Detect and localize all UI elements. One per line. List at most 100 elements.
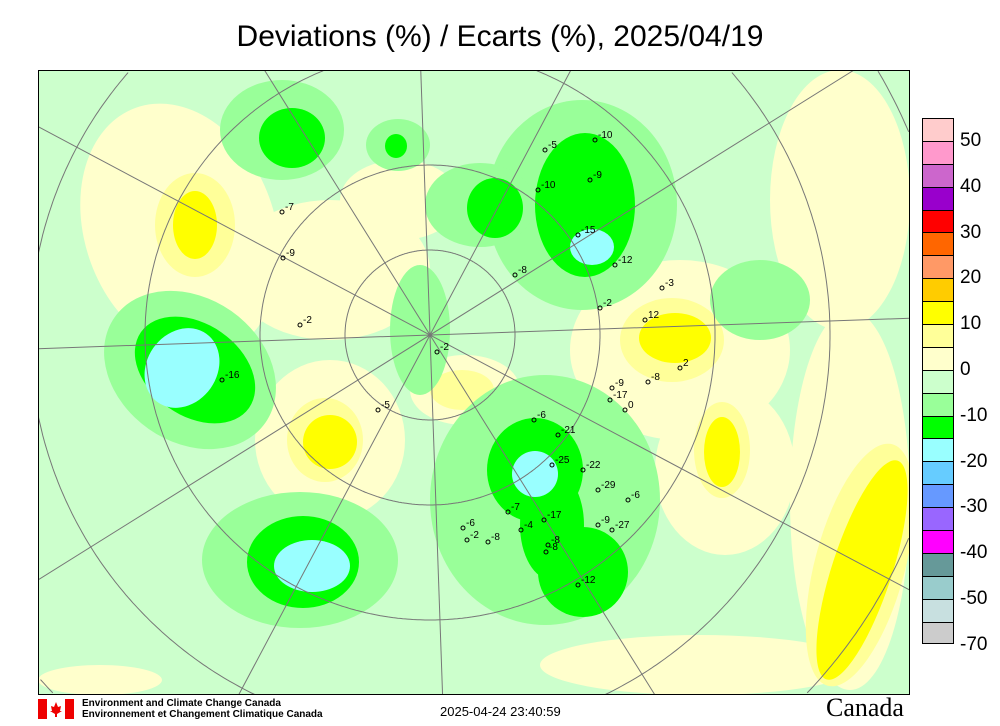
meridian-line [238, 70, 572, 695]
station-value: -2 [470, 530, 479, 541]
legend-label: -50 [960, 587, 988, 609]
legend-swatch [922, 209, 954, 233]
deviation-map: -5 -10 -10 -9 -15 -12 -8 -2 12 2 -3 -7 -9 -2 -16 -2 -5 -8… [38, 70, 910, 695]
station-value: -17 [613, 390, 628, 401]
legend-swatch [922, 301, 954, 325]
station-value: -8 [518, 265, 527, 276]
station-marker [595, 522, 601, 528]
station-value: -27 [615, 520, 630, 531]
station-value: -2 [603, 298, 612, 309]
latitude-circle [40, 70, 910, 694]
station-value: -17 [547, 510, 562, 521]
station-marker [434, 349, 440, 355]
station-marker [555, 432, 561, 438]
color-legend: 50 40 30 20 10 0 -10 -20 -30 -40 -50 -70 [922, 118, 987, 655]
station-marker [485, 539, 491, 545]
legend-swatch [922, 484, 954, 508]
station-marker [575, 232, 581, 238]
legend-swatch [922, 552, 954, 576]
legend-label: 40 [960, 175, 982, 197]
meridian-line [38, 126, 910, 591]
legend-swatch [922, 575, 954, 599]
station-value: -10 [598, 130, 613, 141]
station-marker [625, 497, 631, 503]
station-marker [542, 147, 548, 153]
station-value: -5 [381, 400, 390, 411]
latitude-circle [144, 70, 716, 621]
station-marker [612, 262, 618, 268]
station-value: -6 [631, 490, 640, 501]
legend-swatch [922, 140, 954, 164]
station-marker [279, 209, 285, 215]
latitude-circle [259, 164, 601, 506]
station-value: -2 [440, 342, 449, 353]
legend-label: -10 [960, 404, 988, 426]
station-marker [677, 365, 683, 371]
station-marker [645, 379, 651, 385]
station-value: -9 [615, 378, 624, 389]
station-value: -12 [581, 575, 596, 586]
station-value: -3 [665, 278, 674, 289]
canada-wordmark: Canada [826, 693, 904, 722]
station-marker [549, 462, 555, 468]
station-value: -5 [548, 140, 557, 151]
station-marker [545, 542, 551, 548]
station-marker [219, 377, 225, 383]
station-value: -7 [285, 202, 294, 213]
station-marker [575, 582, 581, 588]
station-value: -15 [581, 225, 596, 236]
station-marker [622, 407, 628, 413]
station-marker [280, 255, 286, 261]
legend-label: 50 [960, 129, 982, 151]
legend-label: 0 [960, 358, 971, 380]
station-value: -8 [651, 372, 660, 383]
meridian-line [38, 70, 855, 581]
legend-label: 30 [960, 221, 982, 243]
station-value: -7 [511, 502, 520, 513]
legend-label: 20 [960, 267, 982, 289]
meridian-line [263, 70, 656, 695]
station-marker [609, 385, 615, 391]
legend-swatch [922, 163, 954, 187]
org-name-fr: Environnement et Changement Climatique C… [82, 709, 323, 720]
meridian-line [38, 317, 910, 350]
station-value: -8 [491, 532, 500, 543]
station-marker [512, 272, 518, 278]
latitude-circle [38, 72, 831, 695]
station-marker [460, 525, 466, 531]
station-value: -6 [537, 410, 546, 421]
station-marker [587, 177, 593, 183]
station-value: -9 [593, 170, 602, 181]
legend-swatch [922, 415, 954, 439]
station-value: -22 [586, 460, 601, 471]
station-marker [595, 487, 601, 493]
station-marker [597, 305, 603, 311]
legend-swatch [922, 621, 954, 645]
station-value: -21 [561, 425, 576, 436]
legend-swatch [922, 346, 954, 370]
timestamp: 2025-04-24 23:40:59 [440, 704, 561, 719]
legend-label: -40 [960, 542, 988, 564]
station-value: -10 [541, 180, 556, 191]
station-marker [592, 137, 598, 143]
station-marker [505, 509, 511, 515]
station-marker [531, 417, 537, 423]
station-marker [642, 317, 648, 323]
canada-flag-icon [38, 699, 74, 719]
station-marker [609, 527, 615, 533]
eccc-signature: Environment and Climate Change Canada En… [38, 698, 323, 720]
station-value: -9 [601, 515, 610, 526]
legend-label: -20 [960, 450, 988, 472]
station-marker [580, 467, 586, 473]
latitude-circle [344, 249, 516, 421]
legend-label: 10 [960, 313, 982, 335]
legend-swatch [922, 461, 954, 485]
legend-swatch [922, 507, 954, 531]
station-value: -25 [555, 455, 570, 466]
station-marker [541, 517, 547, 523]
station-marker [535, 187, 541, 193]
station-value: -16 [225, 370, 240, 381]
station-marker [375, 407, 381, 413]
station-value: -4 [524, 520, 533, 531]
station-value: 12 [648, 310, 660, 321]
